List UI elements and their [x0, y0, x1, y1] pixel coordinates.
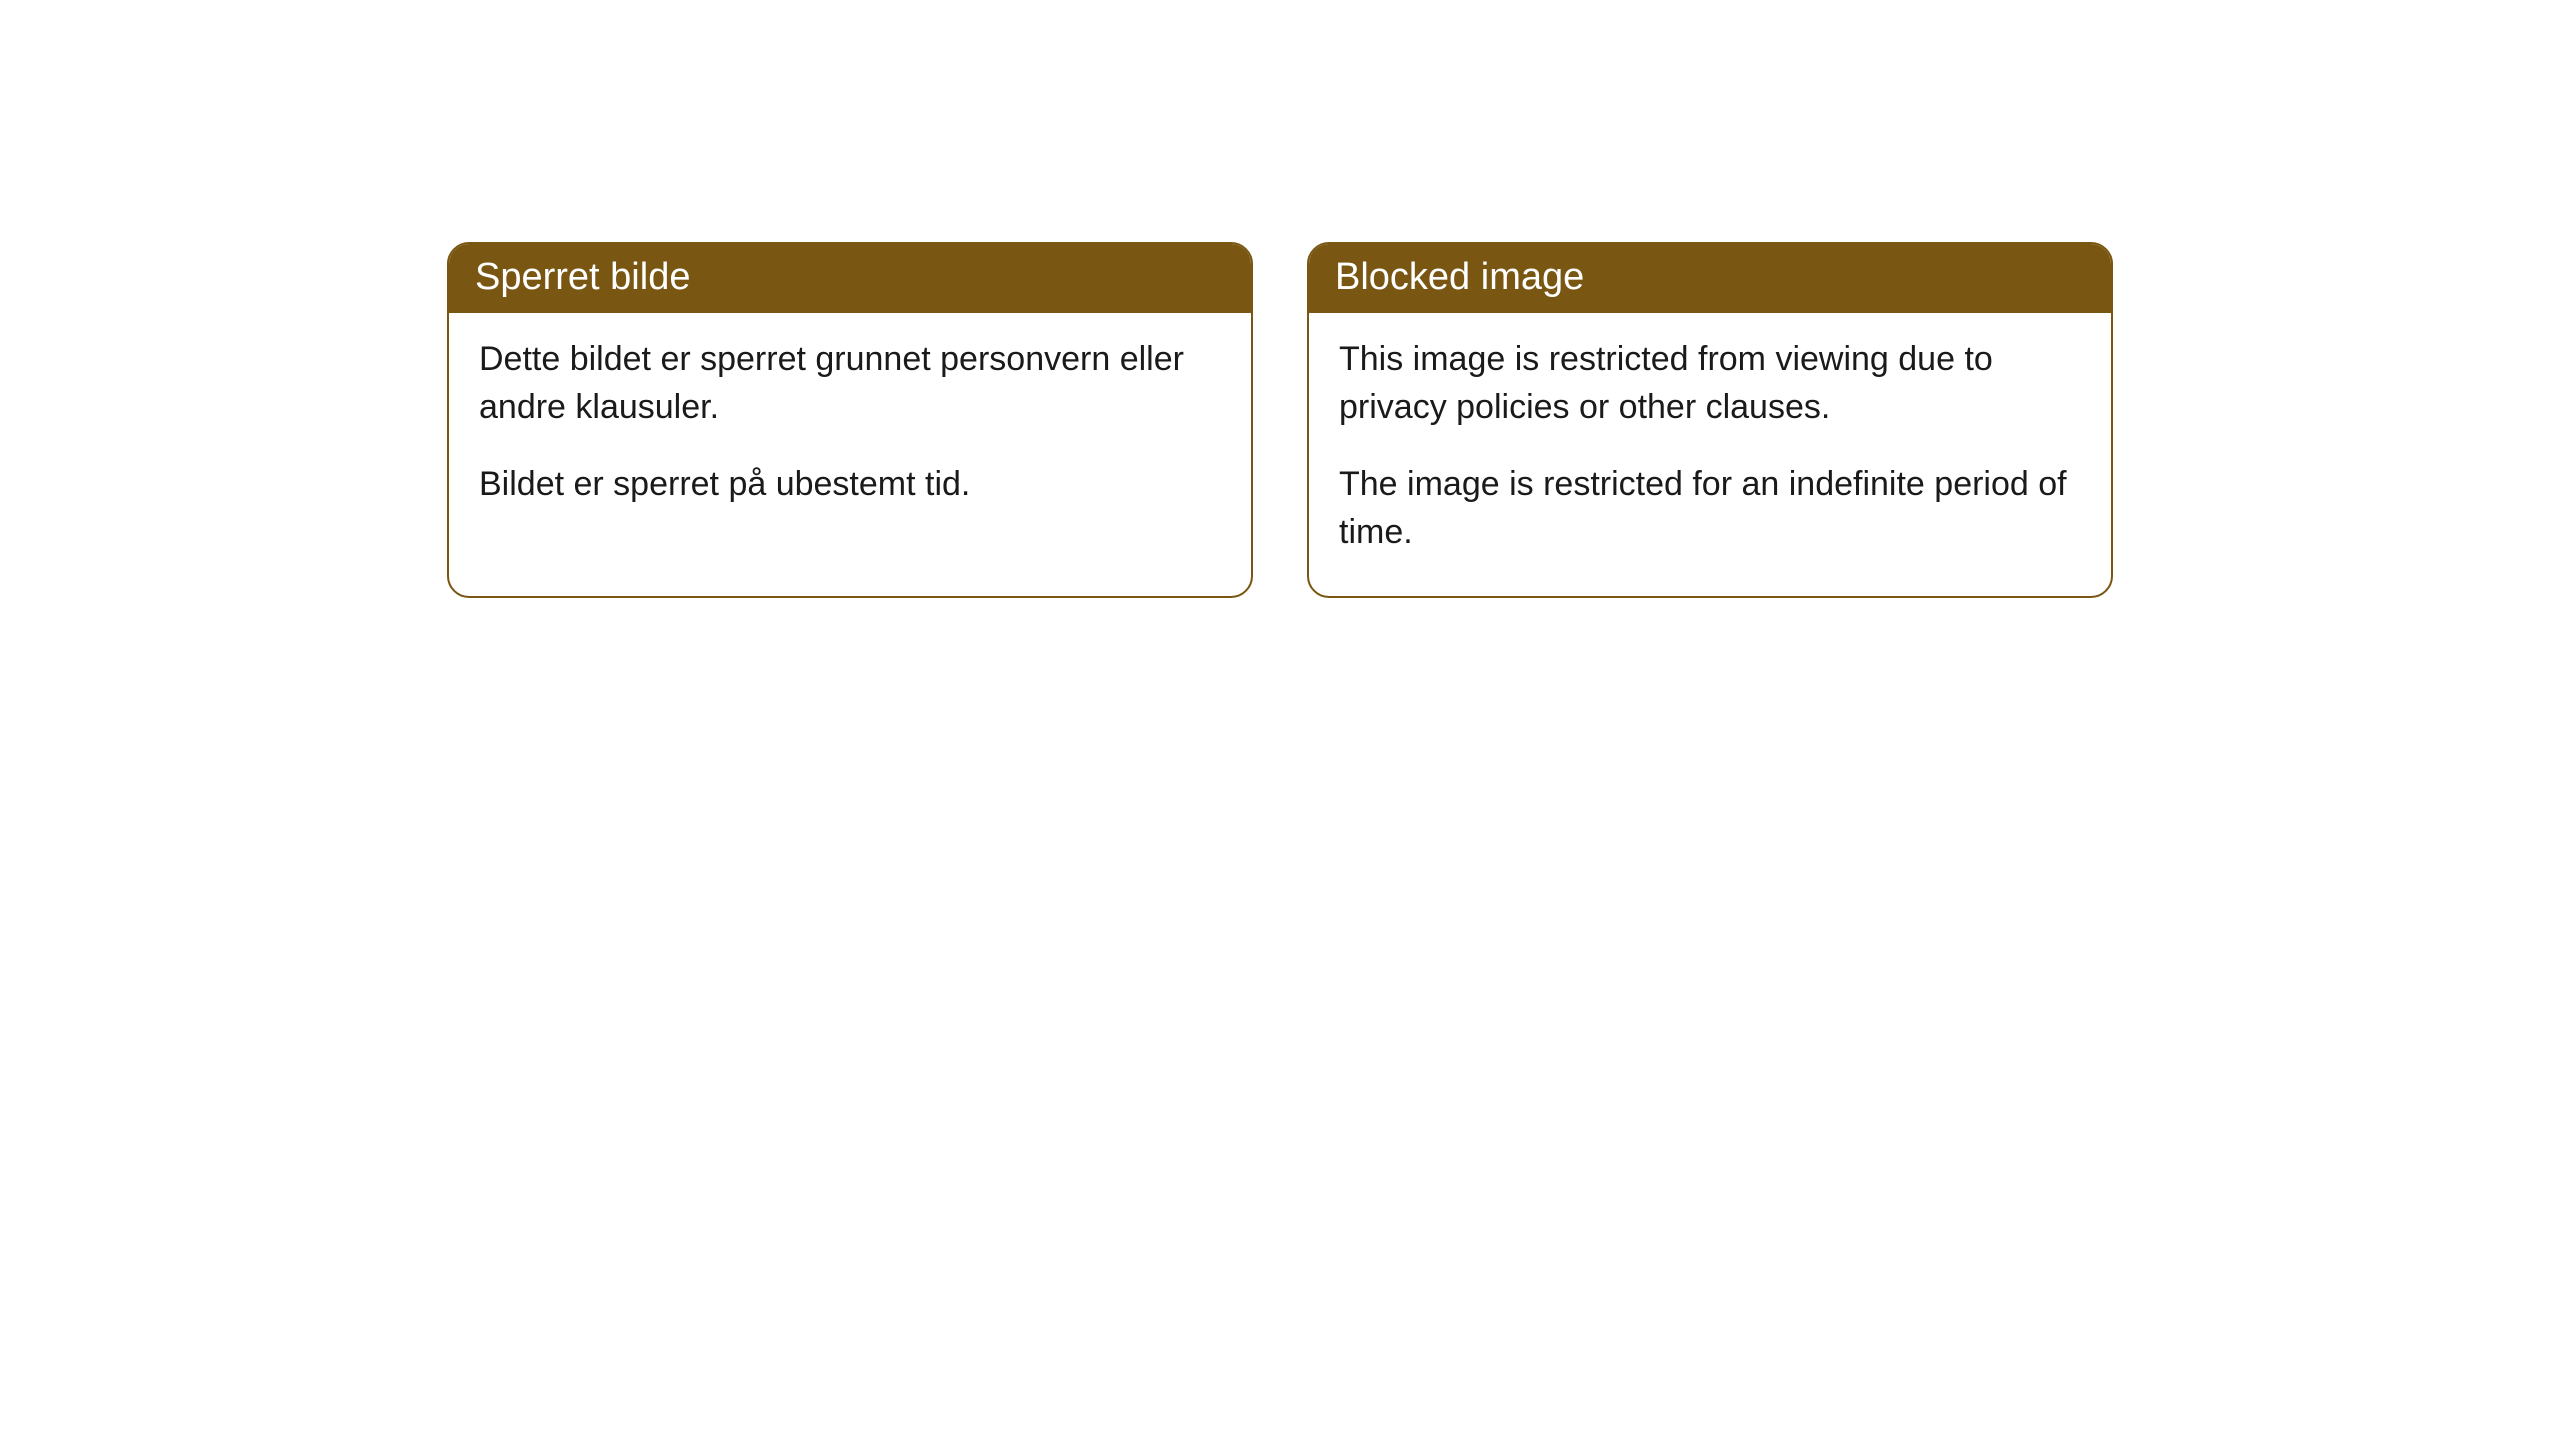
card-header-norwegian: Sperret bilde — [449, 244, 1251, 313]
blocked-image-card-norwegian: Sperret bilde Dette bildet er sperret gr… — [447, 242, 1253, 598]
notice-container: Sperret bilde Dette bildet er sperret gr… — [0, 0, 2560, 598]
card-title: Blocked image — [1335, 256, 1584, 298]
card-title: Sperret bilde — [475, 256, 690, 298]
card-body-english: This image is restricted from viewing du… — [1309, 313, 2111, 596]
card-paragraph: The image is restricted for an indefinit… — [1339, 460, 2081, 557]
card-body-norwegian: Dette bildet er sperret grunnet personve… — [449, 313, 1251, 548]
blocked-image-card-english: Blocked image This image is restricted f… — [1307, 242, 2113, 598]
card-paragraph: Dette bildet er sperret grunnet personve… — [479, 335, 1221, 432]
card-paragraph: This image is restricted from viewing du… — [1339, 335, 2081, 432]
card-header-english: Blocked image — [1309, 244, 2111, 313]
card-paragraph: Bildet er sperret på ubestemt tid. — [479, 460, 1221, 508]
